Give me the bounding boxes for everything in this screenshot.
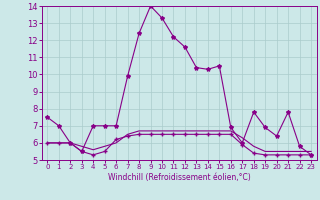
X-axis label: Windchill (Refroidissement éolien,°C): Windchill (Refroidissement éolien,°C) — [108, 173, 251, 182]
